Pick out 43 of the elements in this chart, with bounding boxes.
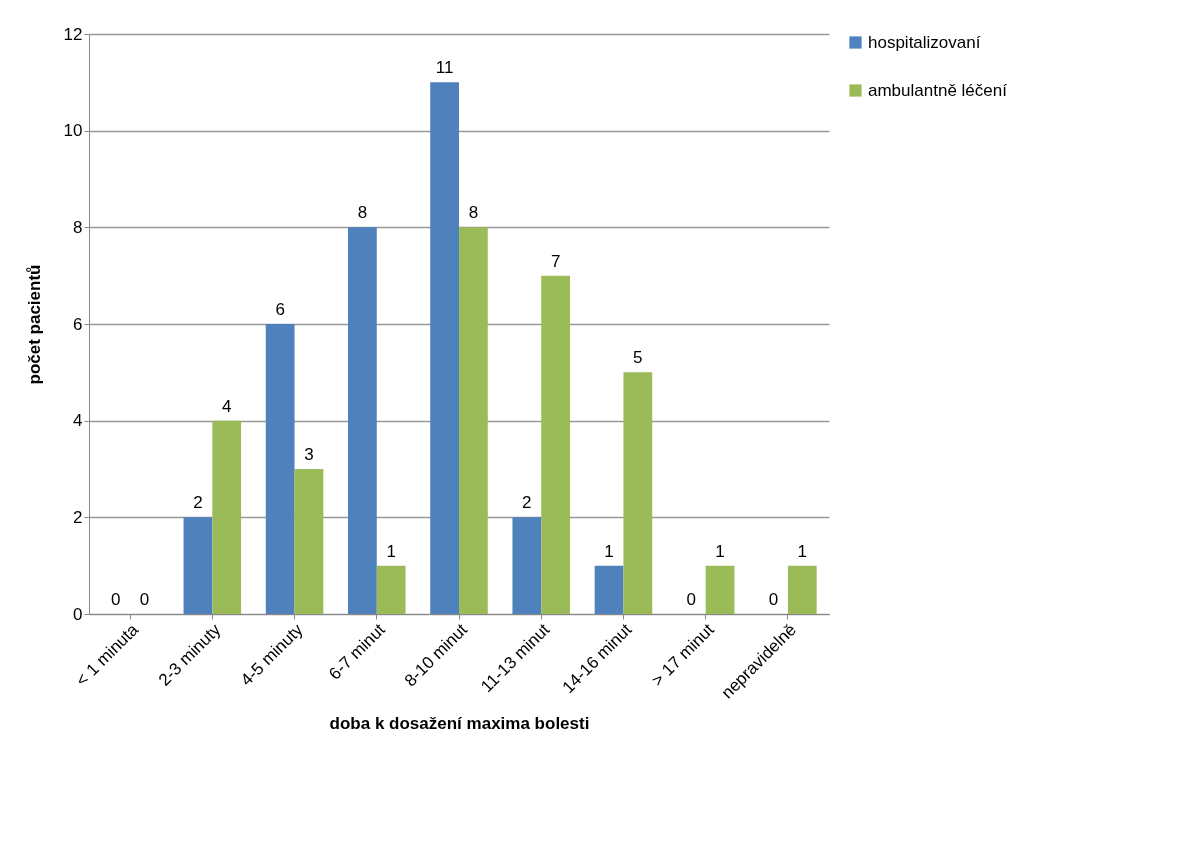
data-label: 8	[357, 203, 368, 223]
data-label: 1	[386, 541, 396, 561]
bar	[512, 517, 542, 614]
bar	[787, 565, 817, 614]
bar	[541, 275, 570, 614]
data-label: 3	[304, 445, 314, 464]
bar	[294, 469, 324, 614]
y-axis-title: počet pacientů	[24, 264, 44, 385]
data-label: 0	[686, 590, 697, 609]
bar	[376, 565, 406, 614]
y-tick-label: 4	[73, 411, 83, 431]
y-tick-label: 2	[73, 507, 83, 527]
data-label: 11	[435, 58, 454, 78]
data-label: 0	[110, 590, 121, 609]
data-label: 1	[797, 541, 808, 561]
x-axis-title: doba k dosažení maxima bolesti	[329, 713, 590, 733]
bar	[265, 324, 295, 614]
data-label: 8	[468, 203, 479, 223]
bar	[348, 227, 377, 614]
data-label: 6	[275, 300, 285, 319]
data-label: 7	[550, 251, 561, 271]
bar	[623, 372, 653, 614]
data-label: 4	[221, 396, 232, 416]
y-tick-label: 10	[63, 121, 83, 141]
bar	[430, 82, 459, 614]
bar	[212, 420, 242, 614]
data-label: 2	[522, 493, 532, 513]
y-tick-label: 6	[73, 314, 83, 334]
data-label: 1	[604, 541, 614, 561]
bar	[594, 565, 624, 614]
data-label: 0	[139, 590, 150, 609]
y-tick-label: 12	[63, 24, 83, 44]
y-tick-label: 0	[73, 604, 83, 624]
legend-label: hospitalizovaní	[868, 32, 981, 52]
y-tick-label: 8	[73, 217, 83, 237]
data-label: 1	[715, 541, 725, 561]
data-label: 0	[768, 590, 779, 609]
bar	[459, 227, 488, 614]
data-label: 5	[633, 348, 643, 368]
data-label: 2	[193, 493, 203, 513]
bar	[705, 565, 735, 614]
legend-label: ambulantně léčení	[868, 80, 1008, 100]
bar	[183, 517, 213, 614]
